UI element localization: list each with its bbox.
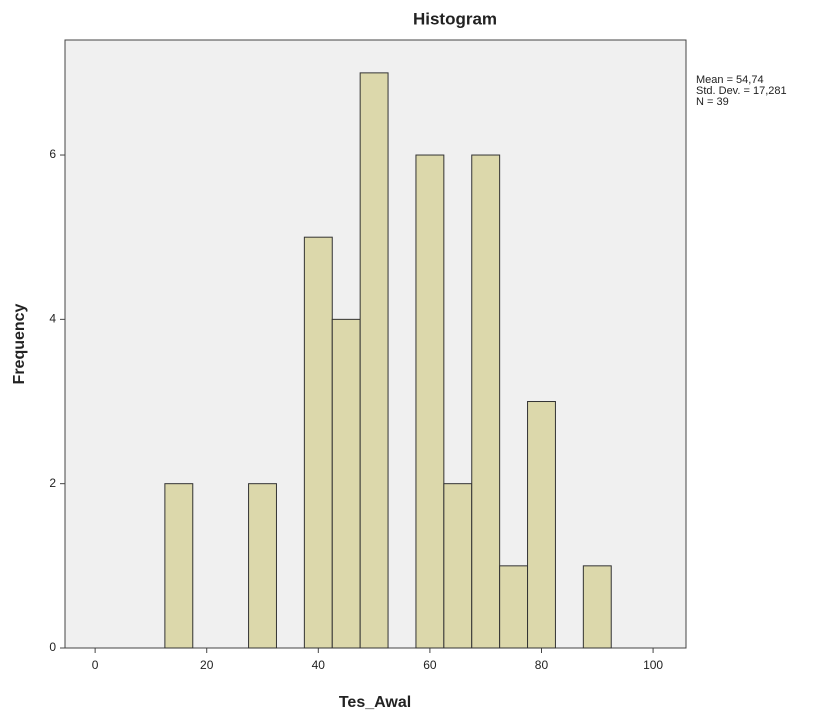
x-tick-label: 100 [643,658,663,672]
stat-note: N = 39 [696,96,729,108]
bar [528,402,556,648]
y-axis-label: Frequency [11,303,28,384]
bar [304,237,332,648]
chart-title: Histogram [413,9,497,28]
y-tick-label: 0 [49,640,56,654]
x-tick-label: 60 [423,658,437,672]
x-tick-label: 40 [312,658,326,672]
chart: Histogram Tes_Awal Frequency 02460204060… [0,0,829,718]
bar [332,319,360,648]
bar [416,155,444,648]
bar [360,73,388,648]
y-tick-label: 6 [49,147,56,161]
bar [583,566,611,648]
bar [472,155,500,648]
x-tick-label: 0 [92,658,99,672]
bar [249,484,277,648]
x-tick-label: 80 [535,658,549,672]
bar [444,484,472,648]
x-tick-label: 20 [200,658,214,672]
bar [500,566,528,648]
bar [165,484,193,648]
y-tick-label: 4 [49,312,56,326]
y-tick-label: 2 [49,476,56,490]
x-axis-label: Tes_Awal [339,694,411,711]
